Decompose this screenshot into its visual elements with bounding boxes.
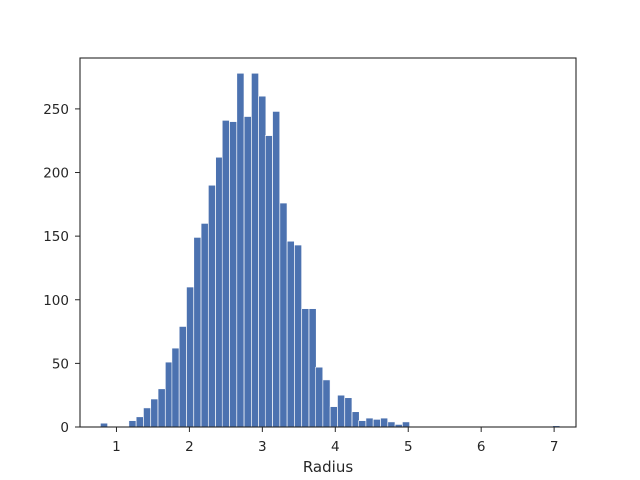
histogram-bar: [186, 286, 194, 428]
x-axis: 1 2 3 4 5 6 7: [112, 427, 558, 455]
x-tick-label: 3: [258, 439, 267, 455]
histogram-bar: [322, 379, 331, 428]
histogram-bar: [344, 397, 353, 428]
histogram-bar: [358, 420, 367, 428]
histogram-bar: [135, 416, 144, 428]
y-tick-label: 50: [52, 356, 69, 372]
histogram-bar: [143, 407, 151, 428]
histogram-bar: [372, 419, 381, 428]
y-tick-label: 0: [60, 420, 69, 436]
histogram-bar: [243, 116, 252, 428]
histogram-bar: [258, 95, 267, 428]
histogram-bar: [301, 308, 310, 428]
histogram-bar: [294, 244, 302, 428]
histogram-bar: [215, 156, 224, 428]
y-tick-label: 100: [43, 293, 69, 309]
y-axis: 0 50 100 150 200 250: [43, 102, 80, 436]
y-tick-label: 200: [43, 166, 69, 182]
histogram-bar: [380, 417, 388, 428]
histogram-bar: [402, 421, 410, 428]
x-tick-label: 4: [331, 439, 340, 455]
bars-group: [100, 72, 561, 428]
histogram-bar: [193, 237, 202, 428]
histogram-bar: [128, 420, 137, 428]
histogram-bar: [200, 223, 209, 428]
histogram-bar: [351, 411, 360, 428]
x-tick-label: 5: [404, 439, 413, 455]
histogram-bar: [272, 111, 281, 428]
histogram-bar: [315, 366, 324, 428]
y-tick-label: 250: [43, 102, 69, 118]
histogram-bar: [165, 361, 173, 428]
x-tick-label: 1: [112, 439, 121, 455]
histogram-bar: [178, 326, 187, 428]
histogram-bar: [171, 347, 180, 428]
histogram-bar: [387, 421, 396, 428]
histogram-bar: [308, 308, 317, 428]
histogram-bar: [236, 72, 245, 428]
histogram-bar: [279, 202, 288, 428]
plot-frame: [79, 57, 577, 428]
x-tick-label: 6: [477, 439, 486, 455]
histogram-bar: [264, 135, 273, 428]
histogram-bar: [286, 240, 295, 428]
histogram-bar: [251, 72, 259, 428]
histogram-bar: [150, 398, 159, 428]
histogram-bar: [157, 388, 166, 428]
histogram-bar: [365, 417, 374, 428]
histogram-bar: [208, 184, 216, 428]
histogram-bar: [229, 121, 238, 428]
histogram-bar: [329, 406, 338, 428]
histogram-bar: [100, 422, 108, 428]
histogram-bar: [221, 120, 230, 428]
x-tick-label: 7: [550, 439, 559, 455]
x-tick-label: 2: [185, 439, 194, 455]
x-axis-title: Radius: [303, 458, 353, 476]
histogram-bar: [337, 394, 345, 428]
y-tick-label: 150: [43, 229, 69, 245]
